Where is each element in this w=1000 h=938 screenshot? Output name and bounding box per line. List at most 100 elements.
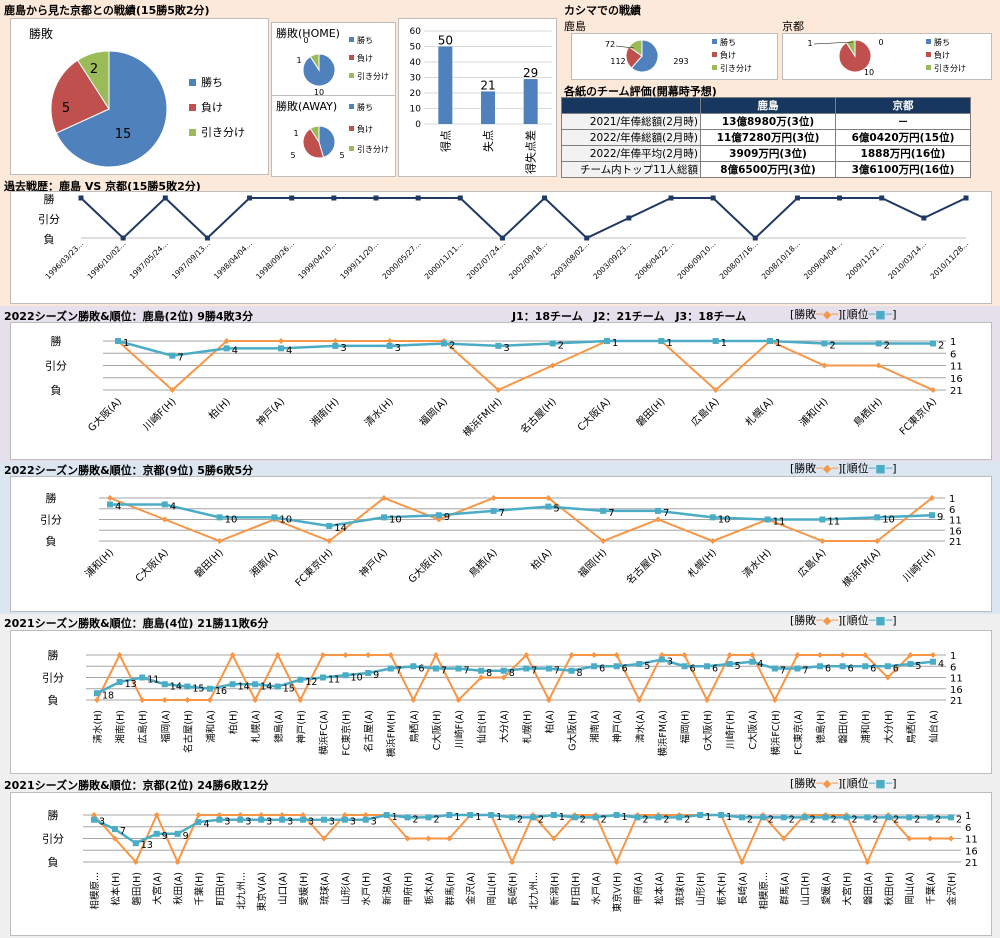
rank-label: 7 — [120, 826, 126, 837]
history-point — [710, 195, 716, 201]
eval-kashima-value: 13億8980万(3位) — [700, 113, 836, 130]
rank-label: 1 — [559, 812, 565, 823]
season1-league-note: J1：18チーム J2：21チーム J3：18チーム — [512, 310, 747, 323]
rank-point — [930, 340, 936, 347]
y-tick-label: 50 — [410, 43, 422, 53]
x-tick-label: 大分(H) — [883, 710, 895, 744]
kashima-label: 鹿島 — [564, 20, 586, 33]
history-title: 過去戦歴：鹿島 VS 京都(15勝5敗2分) — [4, 180, 201, 193]
rank-point — [571, 814, 578, 821]
wl-point — [432, 652, 439, 658]
rank-label: 7 — [531, 666, 537, 677]
history-point — [963, 195, 969, 201]
wl-point — [875, 362, 882, 369]
rank-label: 1 — [726, 812, 732, 823]
wl-point — [362, 812, 369, 818]
wl-point — [365, 652, 372, 658]
rank-point — [862, 663, 869, 670]
history-point — [415, 195, 421, 201]
rank-label: 13 — [125, 679, 137, 690]
rank-label: 2 — [601, 814, 607, 825]
rank-point — [116, 679, 123, 685]
rank-label: 9 — [183, 831, 189, 842]
wl-point — [455, 697, 462, 703]
rank-point — [139, 674, 146, 681]
x-tick-label: 北九州... — [235, 872, 247, 910]
rank-label: 5 — [644, 661, 650, 672]
x-tick-label: 2010/11/28... — [928, 239, 970, 281]
rank-point — [490, 507, 497, 514]
bar-value-label: 50 — [438, 34, 453, 48]
rank-point — [365, 670, 372, 676]
x-tick-label: 2009/11/21... — [844, 239, 886, 281]
wl-point — [229, 652, 236, 658]
wl-axis-label: 引分 — [40, 513, 62, 527]
wl-point — [927, 835, 934, 842]
wl-point — [906, 835, 913, 842]
kashima-title: カシマでの戦績 — [564, 4, 641, 17]
x-tick-label: 2000/11/11... — [423, 239, 465, 281]
rank-point — [297, 676, 304, 683]
x-tick-label: 磐田(H) — [131, 872, 143, 906]
rank-point — [822, 814, 829, 821]
rank-point — [195, 819, 202, 826]
rank-point — [467, 812, 474, 818]
top-title: 鹿島から見た京都との戦績(15勝5敗2分) — [4, 4, 210, 17]
rank-label: 2 — [956, 814, 962, 825]
wl-point — [300, 812, 307, 818]
x-tick-label: 横浜FM(H) — [460, 395, 504, 439]
rank-point — [907, 661, 914, 667]
x-tick-label: 2009/04/04... — [802, 239, 844, 281]
pie-leader — [615, 45, 635, 49]
rank-label: 3 — [329, 817, 335, 828]
wl-point — [111, 835, 118, 842]
rank-label: 4 — [170, 501, 176, 512]
rank-label: 3 — [667, 657, 673, 668]
history-point — [499, 235, 505, 241]
x-tick-label: 神戸(A) — [612, 710, 624, 743]
x-tick-label: 鳥栖(H) — [851, 395, 885, 429]
rank-point — [726, 661, 733, 667]
rank-label: 10 — [718, 514, 731, 525]
wl-point — [862, 652, 869, 658]
x-tick-label: 栃木(H) — [716, 872, 728, 906]
x-tick-label: 秋田(H) — [883, 872, 895, 906]
x-tick-label: 千葉(A) — [925, 872, 937, 905]
rank-label: 11 — [147, 675, 159, 686]
rank-point — [759, 814, 766, 821]
season4-chart-svg: 16111621勝引分負3相模原...7松本(H)13磐田(H)9大宮(A)9秋… — [42, 808, 978, 912]
rank-label: 10 — [225, 514, 238, 525]
wl-line — [93, 812, 951, 865]
rank-point — [780, 814, 787, 821]
wl-point — [600, 538, 607, 544]
wl-point — [169, 387, 176, 393]
pie-label: 2 — [90, 62, 98, 77]
x-tick-label: 山形(A) — [340, 872, 352, 905]
rank-point — [864, 814, 871, 821]
legend-wl-icon: ─◆─ — [816, 462, 839, 475]
rank-point — [592, 814, 599, 821]
x-tick-label: 磐田(H) — [633, 395, 667, 429]
x-tick-label: 横浜FM(A) — [839, 546, 883, 590]
eval-row: 2021/年俸総額(2月時) 13億8980万(3位) － — [561, 113, 971, 130]
wl-point — [864, 859, 871, 865]
x-tick-label: 山口(A) — [278, 872, 289, 905]
history-point — [921, 215, 927, 221]
rank-point — [223, 345, 230, 352]
x-tick-label: 浦和(H) — [860, 710, 872, 744]
rank-label: 11 — [328, 675, 340, 686]
rank-point — [738, 814, 745, 821]
wl-point — [930, 652, 936, 658]
wl-line — [117, 339, 934, 392]
pie-label: 10 — [314, 88, 324, 96]
rank-point — [529, 814, 536, 821]
legend-rank-label: 順位 — [846, 308, 869, 321]
rank-label: 7 — [441, 666, 447, 677]
season3-chart-box: 1 6 11 16 21 勝引分負 18 清水(H) 13 湘南(H) 11 広島(H) 14 福岡(A)… — [10, 630, 992, 774]
wl-axis-label: 負 — [48, 856, 59, 869]
x-tick-label: 1997/09/13... — [170, 239, 212, 281]
x-tick-label: 柏(A) — [528, 546, 555, 573]
home-pie-title: 勝敗(HOME) — [276, 27, 340, 40]
y-tick-label: 20 — [410, 89, 422, 99]
